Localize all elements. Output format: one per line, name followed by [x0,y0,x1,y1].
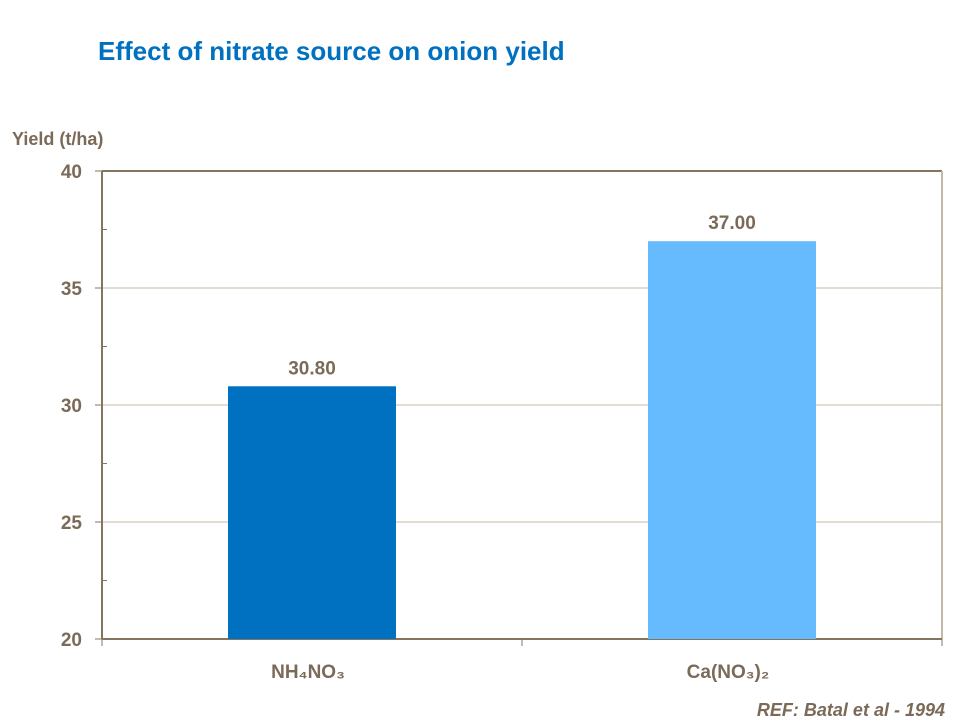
y-axis-label: Yield (t/ha) [12,129,103,149]
data-label: 30.80 [288,358,336,379]
bar [648,241,816,639]
chart-title: Effect of nitrate source on onion yield [98,36,565,66]
data-label: 37.00 [708,213,756,234]
y-tick-label: 35 [61,279,83,300]
x-tick-label: Ca(NO₃)₂ [687,662,770,683]
y-tick-label: 30 [61,396,82,417]
x-tick-label: NH₄NO₃ [271,662,345,683]
reference-note: REF: Batal et al - 1994 [757,700,945,720]
y-tick-label: 40 [61,162,82,183]
bar [228,386,396,639]
y-tick-label: 25 [61,513,83,534]
y-tick-label: 20 [61,630,82,651]
